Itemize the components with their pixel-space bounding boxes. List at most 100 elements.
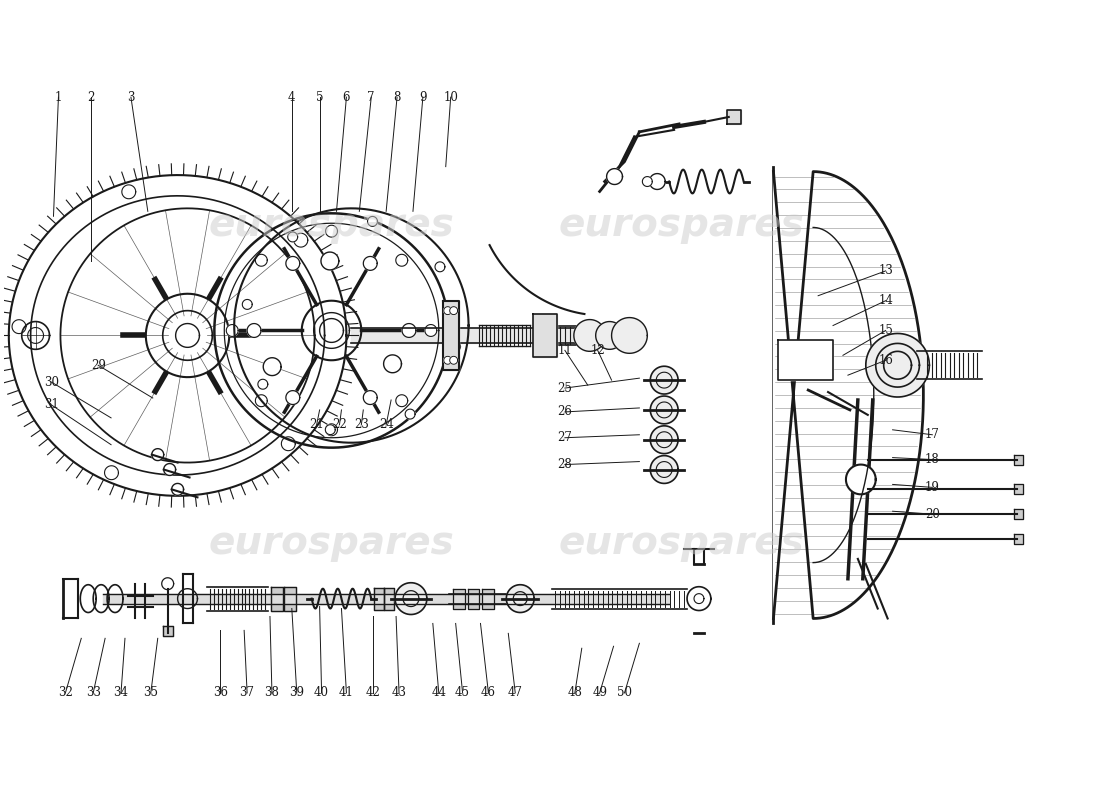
Polygon shape	[326, 226, 338, 237]
Polygon shape	[284, 586, 296, 610]
Text: 41: 41	[339, 686, 354, 699]
Polygon shape	[363, 257, 377, 270]
Polygon shape	[483, 589, 494, 609]
Polygon shape	[402, 323, 416, 338]
Polygon shape	[779, 341, 833, 380]
Polygon shape	[384, 588, 394, 610]
Polygon shape	[1014, 485, 1023, 494]
Text: 31: 31	[44, 398, 59, 411]
Polygon shape	[367, 217, 377, 226]
Text: 10: 10	[443, 90, 458, 104]
Text: 40: 40	[315, 686, 329, 699]
Text: 25: 25	[558, 382, 572, 394]
Polygon shape	[395, 582, 427, 614]
Text: 11: 11	[558, 344, 572, 357]
Polygon shape	[642, 177, 652, 186]
Polygon shape	[363, 390, 377, 405]
Text: 3: 3	[128, 90, 134, 104]
Text: 30: 30	[44, 376, 59, 389]
Text: 2: 2	[88, 90, 95, 104]
Polygon shape	[164, 463, 176, 475]
Text: 23: 23	[354, 418, 368, 431]
Polygon shape	[1014, 534, 1023, 544]
Polygon shape	[286, 390, 299, 405]
Polygon shape	[326, 425, 336, 434]
Text: 21: 21	[309, 418, 324, 431]
Text: 33: 33	[86, 686, 101, 699]
Polygon shape	[650, 396, 678, 424]
Text: 24: 24	[378, 418, 394, 431]
Text: 36: 36	[212, 686, 228, 699]
Polygon shape	[650, 456, 678, 483]
Text: eurospares: eurospares	[209, 524, 454, 562]
Polygon shape	[876, 343, 920, 387]
Polygon shape	[453, 589, 464, 609]
Polygon shape	[866, 334, 930, 397]
Polygon shape	[727, 110, 740, 124]
Polygon shape	[606, 169, 623, 185]
Text: 43: 43	[392, 686, 407, 699]
Polygon shape	[242, 299, 252, 310]
Polygon shape	[612, 318, 647, 354]
Polygon shape	[286, 257, 299, 270]
Polygon shape	[773, 171, 923, 618]
Text: 18: 18	[925, 453, 939, 466]
Polygon shape	[321, 252, 339, 270]
Text: 32: 32	[58, 686, 73, 699]
Polygon shape	[596, 322, 624, 350]
Polygon shape	[450, 356, 458, 364]
Text: 12: 12	[591, 344, 605, 357]
Polygon shape	[883, 351, 912, 379]
Text: 16: 16	[878, 354, 893, 366]
Polygon shape	[649, 174, 666, 190]
Text: 4: 4	[288, 90, 296, 104]
Polygon shape	[396, 254, 408, 266]
Polygon shape	[442, 301, 459, 370]
Polygon shape	[468, 589, 480, 609]
Text: 26: 26	[558, 406, 572, 418]
Text: eurospares: eurospares	[209, 206, 454, 244]
Text: 38: 38	[264, 686, 279, 699]
Polygon shape	[227, 325, 239, 337]
Text: 5: 5	[316, 90, 323, 104]
Text: 20: 20	[925, 508, 939, 521]
Text: 27: 27	[558, 431, 572, 444]
Text: 45: 45	[455, 686, 470, 699]
Polygon shape	[326, 424, 338, 436]
Polygon shape	[443, 356, 452, 364]
Polygon shape	[650, 426, 678, 454]
Text: eurospares: eurospares	[558, 524, 804, 562]
Polygon shape	[450, 306, 458, 314]
Text: 46: 46	[481, 686, 496, 699]
Text: 39: 39	[289, 686, 305, 699]
Polygon shape	[263, 358, 282, 375]
Polygon shape	[434, 262, 444, 272]
Text: 9: 9	[419, 90, 427, 104]
Polygon shape	[172, 483, 184, 495]
Text: 29: 29	[90, 358, 106, 372]
Text: 22: 22	[332, 418, 346, 431]
Text: 14: 14	[878, 294, 893, 307]
Text: 42: 42	[366, 686, 381, 699]
Text: 44: 44	[431, 686, 447, 699]
Polygon shape	[351, 327, 645, 343]
Polygon shape	[255, 254, 267, 266]
Text: 19: 19	[925, 481, 939, 494]
Text: 47: 47	[508, 686, 522, 699]
Polygon shape	[405, 409, 415, 419]
Text: 50: 50	[617, 686, 632, 699]
Polygon shape	[1014, 510, 1023, 519]
Text: 17: 17	[925, 428, 939, 442]
Polygon shape	[103, 594, 669, 603]
Polygon shape	[1014, 454, 1023, 465]
Polygon shape	[288, 232, 298, 242]
Text: 6: 6	[343, 90, 350, 104]
Polygon shape	[374, 588, 384, 610]
Text: eurospares: eurospares	[558, 206, 804, 244]
Polygon shape	[451, 342, 461, 351]
Polygon shape	[425, 325, 437, 337]
Polygon shape	[574, 319, 606, 351]
Polygon shape	[396, 394, 408, 406]
Polygon shape	[443, 306, 452, 314]
Text: 13: 13	[878, 265, 893, 278]
